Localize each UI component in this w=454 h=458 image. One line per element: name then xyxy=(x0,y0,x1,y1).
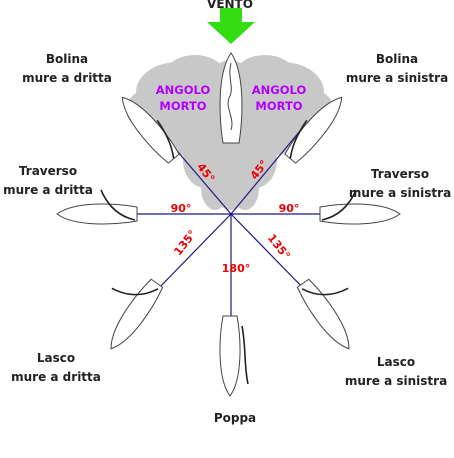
angle-90-left: 90° xyxy=(171,202,192,215)
boat-poppa xyxy=(219,315,249,397)
angle-180: 180° xyxy=(222,262,250,275)
boat-bolina-sinistra xyxy=(284,96,343,164)
course-line-lasco-dritta xyxy=(154,213,232,293)
boat-traverso-dritta xyxy=(56,189,138,225)
course-line-lasco-sinistra xyxy=(230,213,308,293)
label-bolina-sinistra: Bolina mure a sinistra xyxy=(345,52,449,85)
label-lasco-dritta: Lasco mure a dritta xyxy=(11,351,101,384)
dead-zone-labels: ANGOLO MORTO ANGOLO MORTO xyxy=(156,83,307,113)
boats xyxy=(56,52,401,397)
boat-bolina-dritta xyxy=(121,96,180,164)
dead-zone-right-line1: ANGOLO xyxy=(252,83,307,97)
angle-90-right: 90° xyxy=(279,202,300,215)
dead-zone-left-line1: ANGOLO xyxy=(156,83,211,97)
boat-lasco-sinistra xyxy=(296,278,350,350)
angle-135-left: 135° xyxy=(171,228,199,258)
label-traverso-sinistra: Traverso mure a sinistra xyxy=(348,167,452,200)
angle-135-right: 135° xyxy=(265,232,293,262)
label-poppa: Poppa xyxy=(213,411,257,425)
boat-head-to-wind xyxy=(219,52,243,144)
boat-lasco-dritta xyxy=(110,278,164,350)
boat-traverso-sinistra xyxy=(319,189,401,225)
label-traverso-dritta: Traverso mure a dritta xyxy=(3,164,93,197)
course-line-bolina-sinistra xyxy=(230,130,301,215)
wind-label: VENTO xyxy=(207,0,253,11)
wind-arrow-icon xyxy=(207,8,255,44)
label-lasco-sinistra: Lasco mure a sinistra xyxy=(344,355,448,388)
label-bolina-dritta: Bolina mure a dritta xyxy=(22,52,112,85)
dead-zone-left-line2: MORTO xyxy=(159,99,206,113)
dead-zone-right-line2: MORTO xyxy=(255,99,302,113)
